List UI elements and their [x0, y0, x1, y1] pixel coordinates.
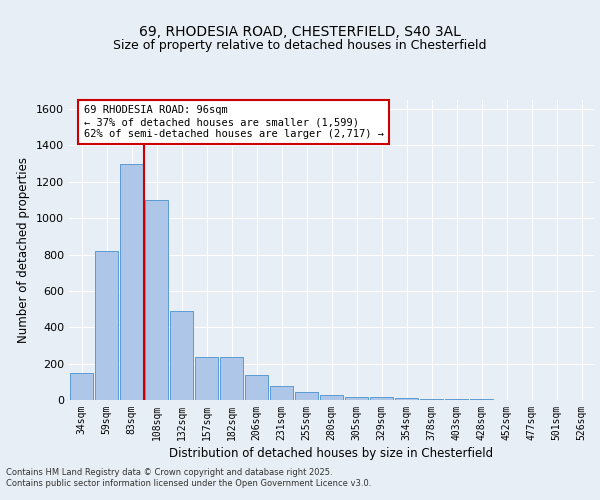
Bar — [370, 398, 394, 400]
Bar — [320, 395, 343, 400]
Bar — [119, 164, 143, 400]
Text: Contains HM Land Registry data © Crown copyright and database right 2025.
Contai: Contains HM Land Registry data © Crown c… — [6, 468, 371, 487]
X-axis label: Distribution of detached houses by size in Chesterfield: Distribution of detached houses by size … — [169, 447, 494, 460]
Bar — [419, 398, 443, 400]
Bar — [344, 396, 368, 400]
Bar — [70, 373, 94, 400]
Bar — [220, 358, 244, 400]
Bar — [295, 392, 319, 400]
Text: Size of property relative to detached houses in Chesterfield: Size of property relative to detached ho… — [113, 40, 487, 52]
Y-axis label: Number of detached properties: Number of detached properties — [17, 157, 31, 343]
Bar — [95, 251, 118, 400]
Bar — [245, 375, 268, 400]
Text: 69, RHODESIA ROAD, CHESTERFIELD, S40 3AL: 69, RHODESIA ROAD, CHESTERFIELD, S40 3AL — [139, 26, 461, 40]
Bar — [395, 398, 418, 400]
Text: 69 RHODESIA ROAD: 96sqm
← 37% of detached houses are smaller (1,599)
62% of semi: 69 RHODESIA ROAD: 96sqm ← 37% of detache… — [83, 106, 383, 138]
Bar — [145, 200, 169, 400]
Bar — [445, 399, 469, 400]
Bar — [269, 386, 293, 400]
Bar — [194, 358, 218, 400]
Bar — [170, 311, 193, 400]
